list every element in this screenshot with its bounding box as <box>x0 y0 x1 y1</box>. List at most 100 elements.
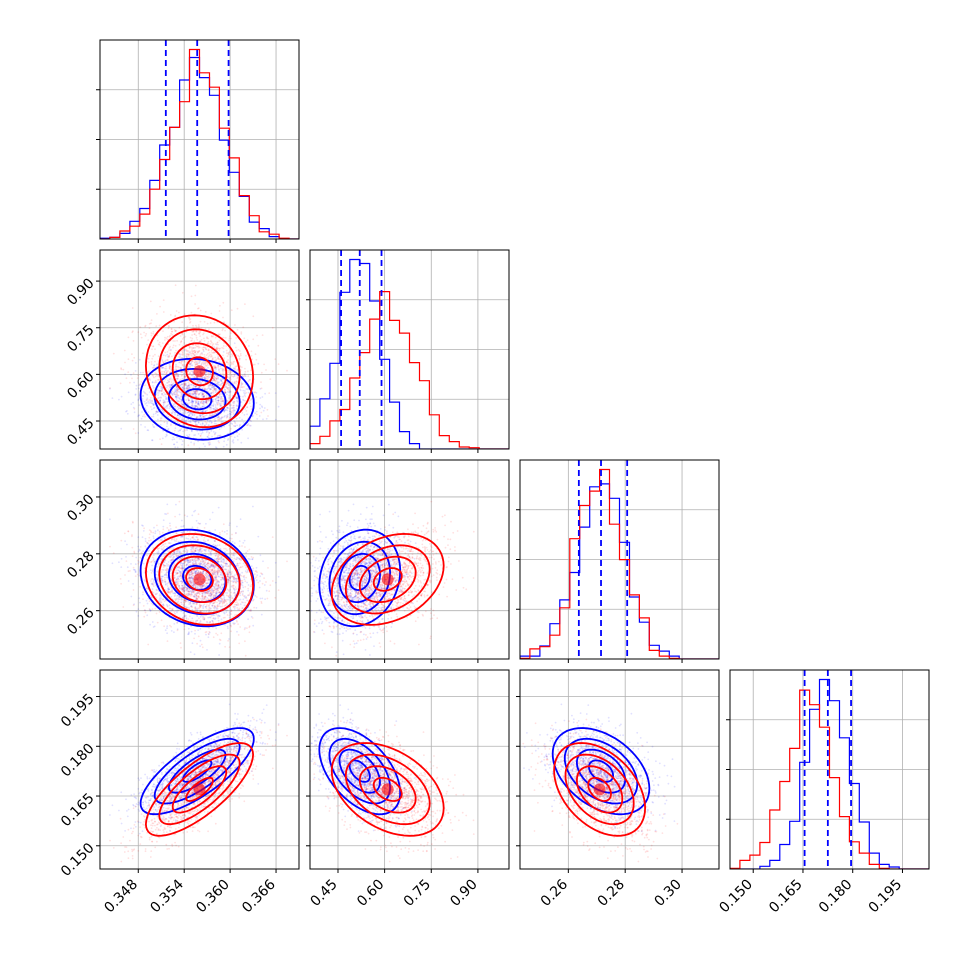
sample-point <box>156 570 159 573</box>
sample-point <box>188 574 191 577</box>
sample-point <box>202 395 205 398</box>
sample-point <box>286 369 288 372</box>
sample-point <box>202 348 205 351</box>
sample-point <box>188 576 191 579</box>
sample-point <box>166 576 168 579</box>
sample-point <box>188 615 191 618</box>
sample-point <box>229 576 232 578</box>
sample-point <box>148 377 151 380</box>
sample-point <box>170 328 173 330</box>
sample-point <box>160 390 163 392</box>
sample-point <box>181 370 184 373</box>
sample-point <box>179 384 182 387</box>
sample-point <box>229 410 231 413</box>
sample-point <box>191 414 194 416</box>
sample-point <box>167 512 169 515</box>
sample-point <box>185 559 188 562</box>
sample-point <box>156 339 159 342</box>
sample-point <box>142 530 145 532</box>
sample-point <box>148 529 151 531</box>
sample-point <box>178 513 181 516</box>
sample-point <box>205 400 208 402</box>
sample-point <box>173 391 176 394</box>
sample-point <box>241 457 243 459</box>
sample-point <box>177 356 180 358</box>
sample-point <box>192 347 195 349</box>
sample-point <box>195 416 198 419</box>
sample-point <box>181 386 184 389</box>
sample-point <box>149 569 152 572</box>
sample-point <box>192 405 195 408</box>
sample-point <box>206 582 209 584</box>
sample-point <box>178 361 180 364</box>
sample-point <box>212 352 215 354</box>
sample-point <box>189 370 192 372</box>
sample-point <box>152 531 155 534</box>
sample-point <box>205 522 207 525</box>
sample-point <box>222 328 224 330</box>
sample-point <box>195 330 197 333</box>
sample-point <box>177 400 180 403</box>
sample-point <box>191 403 193 406</box>
sample-point <box>224 562 227 565</box>
sample-point <box>158 324 161 327</box>
sample-point <box>175 578 178 581</box>
sample-point <box>195 561 198 564</box>
sample-point <box>169 366 171 369</box>
sample-point <box>175 567 177 570</box>
sample-point <box>204 388 206 391</box>
sample-point <box>175 503 177 506</box>
sample-point <box>208 579 211 582</box>
sample-point <box>229 372 232 374</box>
sample-point <box>217 383 220 386</box>
sample-point <box>188 415 190 417</box>
sample-point <box>244 400 247 402</box>
sample-point <box>198 549 200 551</box>
sample-point <box>144 324 147 327</box>
sample-point <box>157 375 160 378</box>
sample-point <box>199 620 202 623</box>
sample-point <box>181 321 184 324</box>
sample-point <box>184 405 187 408</box>
sample-point <box>158 598 161 601</box>
sample-point <box>177 417 180 420</box>
sample-point <box>192 400 195 403</box>
sample-point <box>230 378 232 381</box>
sample-point <box>181 566 184 569</box>
sample-point <box>215 553 218 555</box>
sample-point <box>220 564 222 566</box>
sample-point <box>163 421 166 424</box>
sample-point <box>232 580 235 583</box>
sample-point <box>216 587 219 590</box>
sample-point <box>160 579 163 582</box>
sample-point <box>194 395 196 398</box>
sample-point <box>120 427 123 430</box>
sample-point <box>201 572 204 574</box>
sample-point <box>162 299 165 301</box>
y-tick-label: 0.90 <box>64 275 97 308</box>
sample-point <box>161 437 164 440</box>
sample-point <box>198 350 201 352</box>
sample-point <box>171 393 174 396</box>
sample-point <box>185 384 187 387</box>
sample-point <box>156 313 158 315</box>
sample-point <box>152 375 155 377</box>
sample-point <box>274 581 277 584</box>
sample-point <box>192 330 195 333</box>
sample-point <box>199 335 201 337</box>
sample-point <box>225 562 228 565</box>
sample-point <box>195 401 198 403</box>
sample-point <box>202 604 205 607</box>
sample-point <box>227 575 230 578</box>
sample-point <box>183 382 186 385</box>
sample-point <box>221 587 224 589</box>
sample-point <box>226 573 229 576</box>
sample-point <box>235 558 238 561</box>
sample-point <box>175 389 178 392</box>
sample-point <box>196 569 199 571</box>
sample-point <box>228 570 230 573</box>
sample-point <box>212 379 215 382</box>
sample-point <box>238 424 241 427</box>
sample-point <box>173 369 176 371</box>
sample-point <box>204 311 207 313</box>
